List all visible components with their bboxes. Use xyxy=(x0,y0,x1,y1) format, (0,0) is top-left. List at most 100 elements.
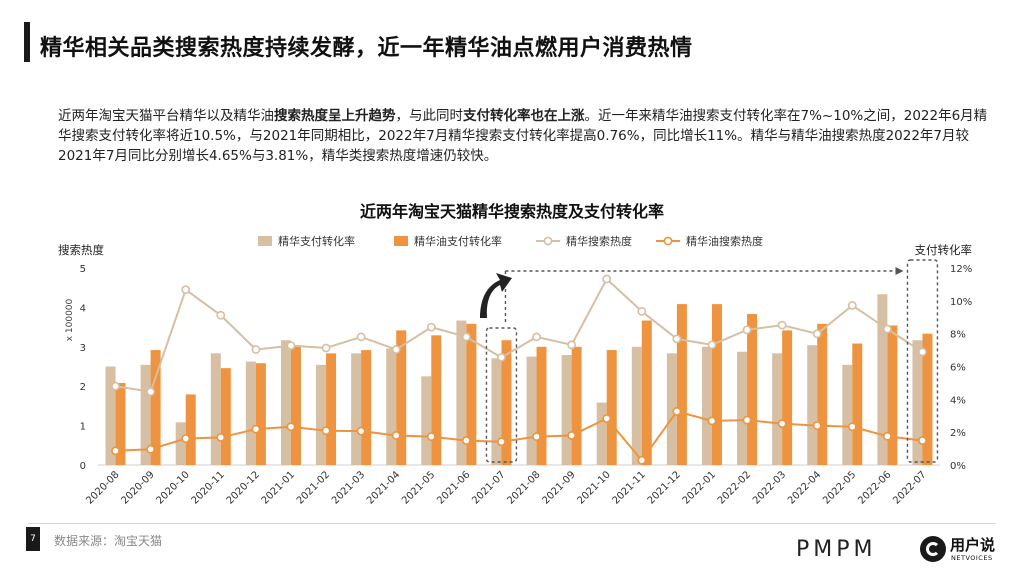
oil-search-point xyxy=(637,455,647,465)
highlight-box xyxy=(906,259,939,463)
x-tick-label: 2020-10 xyxy=(154,469,191,506)
oil-search-point xyxy=(216,433,226,442)
bar-essence-conversion xyxy=(421,376,432,465)
bar-essence-conversion xyxy=(596,402,607,465)
bar-essence-conversion xyxy=(526,356,537,465)
right-axis-title: 支付转化率 xyxy=(915,243,973,257)
bar-oil-conversion xyxy=(641,320,652,465)
summary-highlight: 支付转化率也在上涨 xyxy=(463,108,585,124)
right-tick-label: 0% xyxy=(950,461,966,472)
essence-search-point xyxy=(532,332,541,342)
legend-label: 精华支付转化率 xyxy=(278,234,355,248)
bar-essence-conversion xyxy=(807,345,818,465)
x-tick-label: 2022-06 xyxy=(856,469,893,506)
title-accent-bar xyxy=(24,22,30,62)
bar-essence-conversion xyxy=(386,348,397,465)
summary-highlight: 搜索热度呈上升趋势 xyxy=(274,108,396,124)
x-tick-label: 2020-09 xyxy=(119,469,156,506)
footer-divider xyxy=(28,523,996,524)
bar-oil-conversion xyxy=(501,340,512,465)
page-title: 精华相关品类搜索热度持续发酵，近一年精华油点燃用户消费热情 xyxy=(40,36,693,61)
bar-oil-conversion xyxy=(290,345,301,465)
x-tick-label: 2022-04 xyxy=(786,469,823,506)
oil-search-point xyxy=(812,421,822,430)
essence-search-point xyxy=(602,274,612,284)
bar-oil-conversion xyxy=(326,353,337,465)
bar-essence-conversion xyxy=(701,346,712,465)
pmpm-logo: PMPM xyxy=(796,537,877,562)
oil-search-point xyxy=(461,436,471,445)
netvoices-logo-cn: 用户说 xyxy=(950,536,996,554)
page-number: 7 xyxy=(26,527,40,551)
bar-oil-conversion xyxy=(747,313,758,465)
netvoices-logo: 用户说 NETVOICES xyxy=(920,534,1016,568)
x-tick-label: 2021-12 xyxy=(646,469,683,506)
oil-search-point xyxy=(391,431,401,440)
oil-search-point xyxy=(497,437,506,447)
bar-oil-conversion xyxy=(150,350,161,465)
x-tick-label: 2022-07 xyxy=(891,469,928,506)
essence-search-point xyxy=(146,387,156,397)
oil-search-point xyxy=(882,431,892,441)
oil-search-point xyxy=(181,434,191,444)
legend-label: 精华油支付转化率 xyxy=(414,234,502,248)
x-tick-label: 2022-01 xyxy=(681,469,718,506)
summary-segment: 近两年淘宝天猫平台精华以及精华油 xyxy=(58,108,274,124)
chart-title: 近两年淘宝天猫精华搜索热度及支付转化率 xyxy=(359,202,664,221)
x-tick-label: 2020-11 xyxy=(190,469,227,506)
bar-oil-conversion xyxy=(185,394,196,465)
essence-search-point xyxy=(567,340,577,350)
bar-essence-conversion xyxy=(561,355,572,465)
left-tick-label: 0 xyxy=(80,461,86,472)
left-tick-label: 2 xyxy=(80,382,86,393)
left-axis-title: 搜索热度 xyxy=(58,243,104,257)
legend-swatch-bar xyxy=(258,236,272,246)
legend-swatch-bar xyxy=(394,236,408,246)
oil-search-point xyxy=(146,444,156,454)
left-tick-label: 5 xyxy=(80,264,86,275)
bar-oil-conversion xyxy=(852,343,863,465)
legend-label: 精华油搜索热度 xyxy=(686,234,763,248)
essence-search-point xyxy=(426,322,436,332)
x-tick-label: 2020-12 xyxy=(225,469,262,506)
bar-oil-conversion xyxy=(431,335,442,465)
bar-oil-conversion xyxy=(817,323,828,465)
bar-essence-conversion xyxy=(631,346,642,465)
summary-segment: 。近一年来精华油搜索支付转化率在7%~10%之间，2022年6月精华搜索支付转化… xyxy=(58,108,988,164)
bar-essence-conversion xyxy=(280,340,291,465)
right-tick-label: 8% xyxy=(950,330,966,341)
bar-oil-conversion xyxy=(220,368,231,465)
bar-essence-conversion xyxy=(666,353,677,465)
right-tick-label: 2% xyxy=(950,428,966,439)
bar-essence-conversion xyxy=(175,422,186,465)
bar-essence-conversion xyxy=(105,366,116,465)
x-tick-label: 2022-05 xyxy=(821,469,858,506)
bar-essence-conversion xyxy=(245,361,256,465)
essence-search-point xyxy=(286,341,296,351)
x-tick-label: 2021-01 xyxy=(260,469,297,506)
oil-search-point xyxy=(707,416,717,426)
bar-oil-conversion xyxy=(536,346,547,465)
x-tick-label: 2021-03 xyxy=(330,469,367,506)
essence-search-point xyxy=(777,320,787,330)
right-tick-label: 12% xyxy=(950,264,972,275)
essence-search-point xyxy=(812,329,822,339)
curved-arrow-icon xyxy=(480,273,512,318)
bar-oil-conversion xyxy=(255,363,266,465)
bar-oil-conversion xyxy=(115,382,126,465)
bar-oil-conversion xyxy=(676,304,687,465)
bar-essence-conversion xyxy=(210,353,221,465)
x-tick-label: 2021-04 xyxy=(365,469,402,506)
bar-oil-conversion xyxy=(606,350,617,465)
bar-essence-conversion xyxy=(140,364,151,465)
essence-search-point xyxy=(181,285,191,295)
essence-search-point xyxy=(251,345,261,354)
bar-essence-conversion xyxy=(877,294,888,465)
legend-swatch-point xyxy=(543,236,553,246)
x-tick-label: 2021-09 xyxy=(540,469,577,506)
bar-oil-conversion xyxy=(396,330,407,465)
essence-search-point xyxy=(918,347,927,357)
bar-oil-conversion xyxy=(466,323,477,465)
oil-search-point xyxy=(918,436,927,445)
